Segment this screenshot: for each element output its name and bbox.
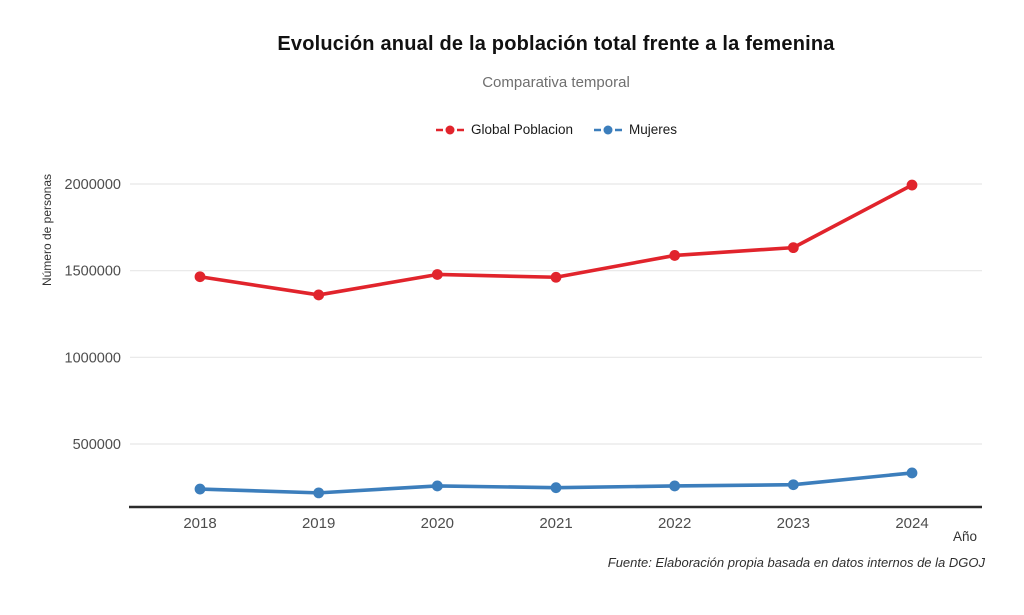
x-tick-label: 2021 (539, 515, 572, 532)
data-point (313, 289, 325, 301)
x-tick-label: 2022 (658, 515, 691, 532)
data-point (906, 179, 918, 191)
x-tick-label: 2019 (302, 515, 335, 532)
data-point (787, 242, 799, 254)
legend: Global Poblacion Mujeres (130, 122, 982, 137)
data-point (194, 483, 206, 495)
data-point (550, 271, 562, 283)
line-point-marker-icon (435, 124, 465, 136)
data-point (669, 480, 681, 492)
y-tick-label: 2000000 (65, 177, 121, 193)
legend-item-global-poblacion: Global Poblacion (435, 122, 573, 137)
x-tick-label: 2024 (895, 515, 928, 532)
y-tick-label: 500000 (73, 437, 121, 453)
legend-label: Mujeres (629, 122, 678, 137)
x-tick-label: 2020 (421, 515, 454, 532)
source-note: Fuente: Elaboración propia basada en dat… (607, 555, 985, 570)
data-point (906, 467, 918, 479)
line-point-marker-icon (593, 124, 623, 136)
chart-title: Evolución anual de la población total fr… (277, 33, 835, 55)
chart-subtitle: Comparativa temporal (482, 74, 630, 91)
x-tick-label: 2023 (777, 515, 810, 532)
data-point (313, 487, 325, 499)
y-tick-label: 1500000 (65, 264, 121, 280)
x-axis-title: Año (952, 529, 977, 544)
legend-item-mujeres: Mujeres (593, 122, 677, 137)
data-point (550, 482, 562, 494)
y-tick-label: 1000000 (65, 350, 121, 366)
legend-label: Global Poblacion (470, 122, 574, 137)
x-tick-label: 2018 (183, 515, 216, 532)
data-point (431, 269, 443, 280)
data-point (431, 480, 443, 492)
data-point (669, 250, 681, 261)
data-point (787, 479, 799, 491)
data-point (194, 271, 206, 283)
